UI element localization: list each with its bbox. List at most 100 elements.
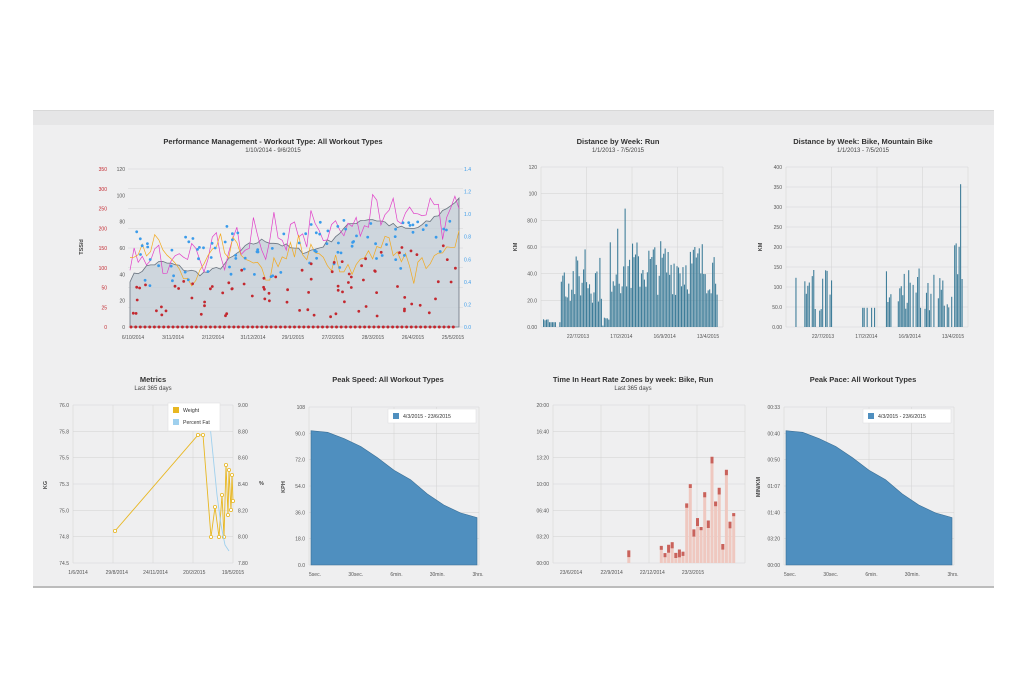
pmc-tss-point bbox=[177, 287, 180, 290]
pmc-tss-point bbox=[155, 309, 158, 313]
bike-svg-bar bbox=[885, 271, 887, 327]
pmc-left-tick: 50 bbox=[101, 286, 107, 292]
hr-y-tick: 16:40 bbox=[536, 429, 549, 435]
pmc-if-point bbox=[234, 253, 238, 257]
metrics-y2-tick: 7.80 bbox=[238, 561, 248, 567]
metrics-y2-tick: 8.80 bbox=[238, 429, 248, 435]
peak-pace-panel[interactable]: Peak Pace: All Workout Types 00:00 03:20 0… bbox=[748, 371, 978, 583]
bike-svg-y-tick: 250 bbox=[774, 225, 783, 231]
run-svg-bar bbox=[611, 291, 613, 327]
pmc-zero-point bbox=[381, 325, 385, 329]
pmc-zero-point bbox=[400, 325, 404, 329]
run-svg-bar bbox=[658, 275, 660, 327]
run-svg-y-tick: 80.0 bbox=[527, 218, 537, 224]
run-svg-bar bbox=[586, 282, 588, 327]
pace-svg-y-tick: 00:50 bbox=[767, 458, 780, 464]
run-svg-bar bbox=[630, 287, 632, 327]
hr-zone-bar bbox=[667, 544, 671, 563]
hr-zone-bar-top bbox=[670, 542, 674, 549]
pmc-left-tick: 100 bbox=[99, 266, 108, 272]
pmc-tss-point bbox=[300, 268, 304, 272]
hr-x-tick: 23/3/2015 bbox=[682, 570, 704, 576]
speed-svg-x-tick: 5sec. bbox=[309, 572, 321, 578]
pmc-tss-point bbox=[135, 298, 139, 302]
pmc-tss-point bbox=[309, 262, 313, 266]
pmc-tss-point bbox=[364, 305, 368, 308]
run-svg-bar bbox=[618, 283, 620, 327]
pace-svg-y-tick: 01:40 bbox=[767, 510, 780, 516]
run-svg-bar bbox=[615, 274, 617, 327]
pmc-if-point bbox=[337, 241, 340, 245]
peak-speed-panel[interactable]: Peak Speed: All Workout Types 0.0 18.0 36.… bbox=[273, 371, 503, 583]
bike-distance-panel[interactable]: Distance by Week: Bike, Mountain Bike 1/… bbox=[748, 133, 978, 353]
axis-label: KM bbox=[513, 242, 519, 251]
metrics-weight-point bbox=[225, 513, 230, 518]
run-svg-bar bbox=[602, 325, 604, 327]
pmc-tss-point bbox=[160, 313, 164, 317]
run-svg-bar bbox=[560, 281, 562, 327]
run-svg-bar bbox=[637, 256, 640, 327]
run-svg-x-tick: 16/9/2014 bbox=[654, 334, 676, 340]
pmc-if-point bbox=[157, 264, 160, 268]
bike-svg-x-tick: 16/9/2014 bbox=[899, 334, 921, 340]
pace-svg-legend-box bbox=[862, 408, 952, 424]
pmc-if-point bbox=[213, 246, 217, 250]
run-svg-bar bbox=[679, 273, 681, 327]
pmc-tss-point bbox=[329, 315, 332, 319]
bike-svg-bar bbox=[912, 284, 914, 327]
pmc-if-point bbox=[338, 266, 342, 269]
bike-svg-y-tick: 100 bbox=[774, 285, 783, 291]
hr-zone-bar-top bbox=[732, 513, 736, 517]
pmc-chart-panel[interactable]: Performance Management - Workout Type: A… bbox=[73, 133, 473, 353]
pmc-tss-point bbox=[341, 290, 344, 294]
run-svg-bar bbox=[626, 286, 628, 327]
pmc-if-point bbox=[399, 267, 403, 270]
pace-svg-y-tick: 03:20 bbox=[767, 537, 780, 543]
run-svg-bar bbox=[706, 293, 708, 327]
pmc-tss-point bbox=[182, 280, 186, 283]
pmc-tss-point bbox=[418, 303, 422, 307]
pmc-if-point bbox=[191, 237, 195, 240]
pmc-tss-point bbox=[436, 280, 440, 284]
pmc-left-tick: 300 bbox=[99, 187, 108, 193]
pmc-if-point bbox=[407, 221, 411, 224]
run-distance-panel[interactable]: Distance by Week: Run 1/1/2013 - 7/5/201… bbox=[503, 133, 733, 353]
pmc-tss-point bbox=[330, 270, 334, 274]
hr-zone-bar-top bbox=[710, 456, 714, 464]
hr-zone-bar bbox=[714, 501, 718, 563]
run-svg-bar bbox=[599, 257, 601, 327]
run-svg-bar bbox=[572, 271, 574, 327]
hr-zones-subtitle: Last 365 days bbox=[614, 386, 652, 392]
peak-speed-title: Peak Speed: All Workout Types bbox=[332, 375, 444, 384]
bike-svg-bar bbox=[905, 308, 907, 327]
run-svg-bar bbox=[672, 294, 674, 327]
pmc-zero-point bbox=[152, 325, 156, 329]
run-svg-bar bbox=[594, 273, 596, 327]
pmc-tss-point bbox=[230, 287, 234, 290]
metrics-y2-tick: 8.40 bbox=[238, 482, 248, 488]
hr-zones-panel[interactable]: Time In Heart Rate Zones by week: Bike, … bbox=[513, 371, 753, 583]
metrics-panel[interactable]: Metrics Last 365 days 74.5 74.8 75.0 75.3 75… bbox=[33, 371, 273, 583]
pmc-tss-point bbox=[334, 312, 338, 316]
pmc-left-tick: 250 bbox=[99, 207, 108, 213]
pmc-tss-point bbox=[227, 281, 231, 285]
run-svg-bar bbox=[686, 289, 688, 327]
pace-svg-x-tick: 6min. bbox=[865, 572, 877, 578]
hr-zone-bar bbox=[710, 456, 714, 563]
hr-zones-plot: 00:00 03:20 06:40 10:00 13:20 16:40 20:00 23/6/… bbox=[536, 403, 746, 576]
hr-zones-title: Time In Heart Rate Zones by week: Bike, … bbox=[552, 375, 714, 384]
metrics-y-tick: 76.0 bbox=[59, 403, 69, 409]
run-svg-bar bbox=[566, 297, 568, 327]
bike-svg-bar bbox=[942, 280, 944, 327]
pmc-zero-point bbox=[335, 325, 338, 329]
pmc-tss-point bbox=[357, 309, 361, 313]
run-svg-bar bbox=[645, 286, 647, 327]
run-svg-bar bbox=[583, 269, 585, 327]
pmc-zero-point bbox=[353, 325, 357, 329]
run-svg-bar bbox=[694, 247, 696, 327]
run-svg-bar bbox=[580, 295, 582, 327]
hr-y-tick: 20:00 bbox=[536, 403, 549, 409]
pmc-zero-point bbox=[236, 325, 240, 329]
pmc-if-point bbox=[416, 220, 420, 224]
run-svg-bar bbox=[643, 279, 645, 327]
